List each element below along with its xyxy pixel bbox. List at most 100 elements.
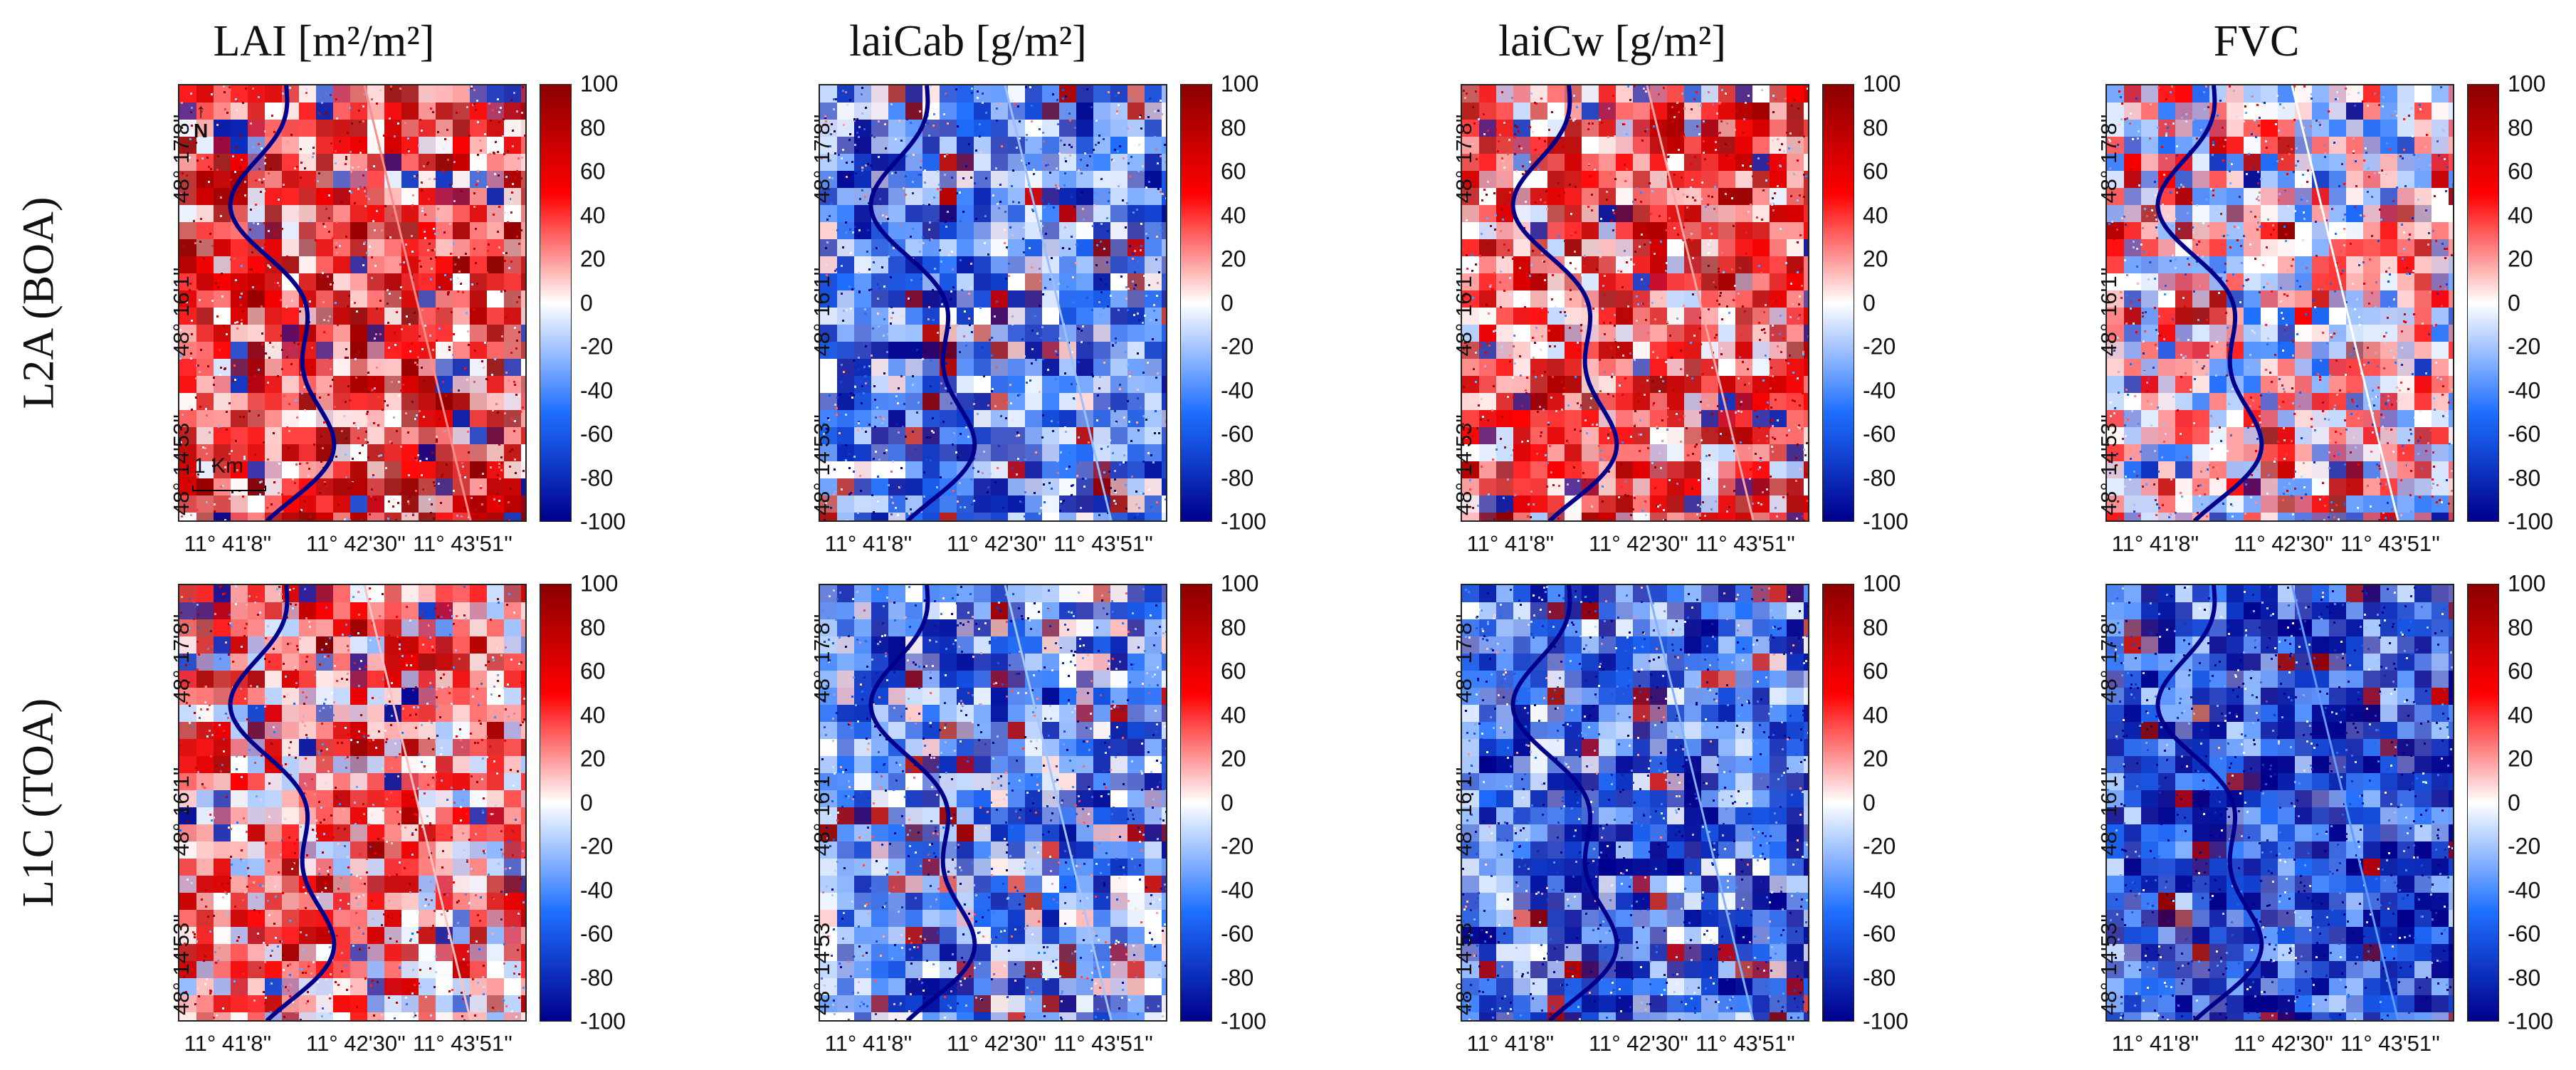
pixel-speckle [1062,98,1064,100]
pixel-speckle [1155,410,1157,412]
pixel-speckle [1617,346,1619,348]
pixel-speckle [910,279,913,281]
pixel-speckle [1125,452,1127,454]
pixel-speckle [1513,449,1515,451]
pixel-speckle [1135,284,1137,286]
pixel-speckle [493,152,495,154]
pixel-speckle [1031,348,1034,350]
pixel-speckle [520,411,522,413]
field-patch [419,273,436,290]
pixel-speckle [1666,133,1668,135]
pixel-speckle [199,241,201,243]
pixel-speckle [2172,318,2174,320]
pixel-speckle [1534,342,1536,344]
pixel-speckle [932,431,935,434]
pixel-speckle [1471,254,1473,256]
pixel-speckle [1767,402,1769,404]
field-patch [2346,513,2363,520]
pixel-speckle [1742,164,1744,167]
field-patch [1162,154,1166,171]
pixel-speckle [1561,381,1563,383]
pixel-speckle [1115,519,1118,520]
pixel-speckle [1683,415,1686,417]
field-patch [1008,290,1025,308]
pixel-speckle [1019,500,1021,503]
pixel-speckle [1726,122,1728,125]
pixel-speckle [883,335,885,337]
pixel-speckle [510,352,512,354]
pixel-speckle [845,231,847,234]
field-patch [1684,461,1701,478]
pixel-speckle [1720,292,1722,294]
pixel-speckle [235,147,237,149]
pixel-speckle [1016,473,1018,476]
pixel-speckle [973,403,975,405]
pixel-speckle [1157,154,1160,156]
pixel-speckle [330,449,332,451]
pixel-speckle [1056,187,1058,189]
pixel-speckle [1614,178,1616,180]
pixel-speckle [275,233,277,235]
pixel-speckle [1507,153,1509,155]
field-patch [1076,188,1093,205]
pixel-speckle [1772,209,1775,211]
pixel-speckle [1033,169,1035,171]
pixel-speckle [357,421,359,423]
pixel-speckle [867,163,869,165]
field-patch [265,171,282,188]
pixel-speckle [1731,197,1733,199]
pixel-speckle [1539,406,1541,408]
pixel-speckle [1521,405,1523,407]
pixel-speckle [1084,152,1086,154]
field-patch [1633,154,1650,171]
pixel-speckle [263,222,266,224]
pixel-speckle [1584,303,1586,305]
field-patch [2329,222,2346,239]
pixel-speckle [322,301,325,303]
pixel-speckle [1705,455,1708,457]
pixel-speckle [1719,295,1721,297]
pixel-speckle [367,441,369,444]
pixel-speckle [1001,145,1003,147]
pixel-speckle [890,317,893,319]
field-patch [2449,410,2453,427]
pixel-speckle [1002,507,1004,509]
pixel-speckle [1797,271,1799,273]
pixel-speckle [861,402,863,404]
pixel-speckle [960,506,962,508]
pixel-speckle [1788,429,1790,431]
column-title-laicw: laiCw [g/m²] [1498,17,1726,65]
pixel-speckle [458,269,460,271]
pixel-speckle [1009,226,1011,229]
pixel-speckle [952,444,954,446]
pixel-speckle [1671,357,1673,359]
pixel-speckle [304,409,306,411]
field-patch [2227,273,2244,290]
pixel-speckle [491,492,493,494]
pixel-speckle [304,167,306,169]
field-patch [2278,222,2295,239]
pixel-speckle [1738,377,1740,379]
pixel-speckle [1152,338,1154,340]
pixel-speckle [335,98,337,100]
pixel-speckle [261,343,263,345]
pixel-speckle [1031,330,1034,332]
pixel-speckle [414,312,416,314]
pixel-speckle [1580,330,1582,332]
pixel-speckle [504,260,506,262]
pixel-speckle [197,364,199,367]
pixel-speckle [858,291,861,293]
pixel-speckle [1639,246,1641,248]
pixel-speckle [1723,271,1725,273]
pixel-speckle [1657,505,1659,508]
pixel-speckle [850,492,852,494]
pixel-speckle [1668,217,1671,219]
pixel-speckle [1752,175,1754,177]
pixel-speckle [2286,295,2288,297]
pixel-speckle [481,360,483,362]
pixel-speckle [416,364,419,366]
field-patch [2261,342,2278,359]
pixel-speckle [2257,221,2259,224]
pixel-speckle [863,128,866,130]
